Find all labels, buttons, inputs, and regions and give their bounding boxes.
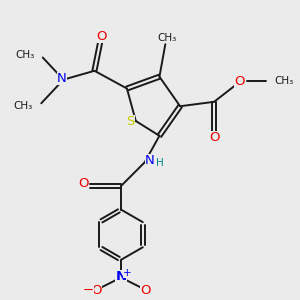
Text: O: O bbox=[234, 75, 244, 88]
Text: O: O bbox=[78, 176, 89, 190]
Text: N: N bbox=[145, 154, 155, 167]
Text: CH₃: CH₃ bbox=[15, 50, 34, 60]
Text: CH₃: CH₃ bbox=[14, 100, 33, 111]
Text: O: O bbox=[209, 131, 219, 144]
Text: CH₃: CH₃ bbox=[274, 76, 294, 86]
Text: S: S bbox=[126, 115, 135, 128]
Text: N: N bbox=[57, 72, 67, 85]
Text: O: O bbox=[92, 284, 102, 297]
Text: CH₃: CH₃ bbox=[157, 33, 176, 43]
Text: +: + bbox=[123, 268, 131, 278]
Text: N: N bbox=[116, 270, 127, 283]
Text: O: O bbox=[97, 30, 107, 43]
Text: H: H bbox=[156, 158, 164, 168]
Text: −: − bbox=[82, 284, 94, 297]
Text: O: O bbox=[140, 284, 151, 297]
